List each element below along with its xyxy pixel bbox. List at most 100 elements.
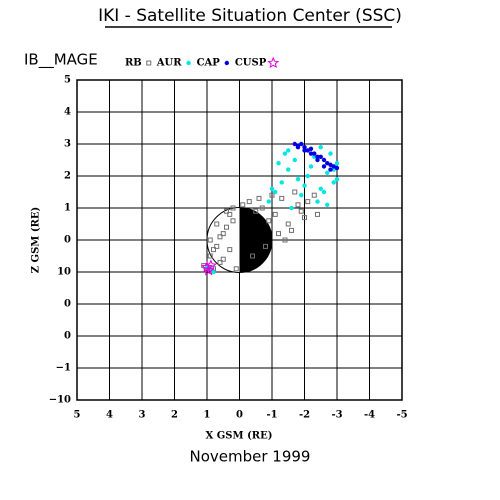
data-point <box>311 192 317 198</box>
data-point <box>308 164 314 169</box>
data-point <box>315 157 320 163</box>
subtitle: IB__MAGE <box>24 51 98 70</box>
data-point <box>214 221 220 227</box>
x-tick-label: 3 <box>139 410 146 421</box>
y-tick-label: 5 <box>64 75 71 86</box>
data-point <box>302 145 307 150</box>
data-point <box>328 151 333 156</box>
data-point <box>334 165 340 171</box>
legend-label: RB <box>125 58 142 69</box>
data-point <box>279 180 284 185</box>
data-point <box>233 266 239 272</box>
data-point <box>279 195 285 201</box>
legend-label: AUR <box>156 58 182 69</box>
data-point <box>217 234 223 240</box>
data-point <box>315 199 320 204</box>
data-point <box>299 141 304 147</box>
data-point <box>286 167 291 172</box>
data-point <box>269 186 275 191</box>
data-point <box>331 164 336 169</box>
data-point <box>321 157 327 163</box>
data-point <box>295 202 301 208</box>
x-tick-label: 4 <box>106 410 113 421</box>
data-point <box>204 259 217 271</box>
data-point <box>220 231 226 237</box>
data-point <box>318 145 323 150</box>
data-point <box>272 211 278 217</box>
data-point <box>211 269 216 275</box>
data-point <box>305 148 310 153</box>
data-point <box>331 167 336 172</box>
data-point <box>292 157 297 163</box>
x-tick-label: 2 <box>171 410 178 421</box>
data-point <box>289 227 294 233</box>
x-tick-label: 0 <box>236 410 243 421</box>
data-point <box>256 195 262 201</box>
x-tick-label: -1 <box>266 410 277 421</box>
y-tick-label: 0 <box>64 299 71 310</box>
data-point <box>305 173 310 179</box>
data-point <box>328 162 333 167</box>
data-point <box>224 224 229 230</box>
x-tick-label: -4 <box>364 410 375 421</box>
data-point <box>224 208 229 214</box>
data-point <box>259 205 265 211</box>
data-point <box>331 180 336 185</box>
data-point <box>321 164 327 169</box>
data-point <box>325 161 330 166</box>
data-point <box>321 189 327 195</box>
x-tick-label: 5 <box>74 410 81 421</box>
data-point <box>246 199 252 205</box>
data-point <box>227 211 233 217</box>
y-tick-label: 0 <box>64 331 71 342</box>
x-axis-label: X GSM (RE) <box>206 431 273 442</box>
y-axis-label: Z GSM (RE) <box>31 207 42 274</box>
data-point <box>211 247 216 253</box>
x-tick-label: -5 <box>396 410 407 421</box>
legend-marker <box>224 60 230 66</box>
data-point <box>318 186 323 191</box>
data-point <box>305 199 311 205</box>
data-point <box>318 154 323 159</box>
x-tick-label: 1 <box>204 410 211 421</box>
data-point <box>289 205 294 211</box>
data-point <box>266 199 271 204</box>
legend-label: CAP <box>197 58 221 69</box>
y-tick-label: 3 <box>64 139 71 150</box>
legend-marker <box>267 56 280 69</box>
y-tick-label: 0 <box>64 235 71 246</box>
data-point <box>217 259 223 265</box>
data-point <box>227 247 233 253</box>
data-point <box>315 154 320 159</box>
data-point <box>325 170 330 175</box>
footer-date: November 1999 <box>190 448 311 466</box>
data-point <box>328 167 333 172</box>
data-point <box>334 161 340 166</box>
data-point <box>266 218 272 224</box>
data-point <box>298 208 304 214</box>
data-point <box>200 260 214 273</box>
x-tick-label: -2 <box>299 410 310 421</box>
data-point <box>302 148 307 153</box>
page-title: IKI - Satellite Situation Center (SSC) <box>98 6 402 26</box>
y-tick-label: −1 <box>56 363 71 374</box>
data-point <box>250 253 255 259</box>
data-point <box>253 208 259 214</box>
data-point <box>207 253 213 259</box>
data-point <box>207 237 213 243</box>
legend-marker <box>186 60 191 66</box>
y-tick-label: −10 <box>49 395 71 406</box>
data-point <box>292 141 297 147</box>
data-point <box>276 161 281 166</box>
data-point <box>302 215 307 221</box>
data-point <box>240 202 246 208</box>
data-point <box>214 243 220 249</box>
y-tick-label: 10 <box>57 267 71 278</box>
data-point <box>308 151 314 156</box>
plot-frame <box>76 79 403 401</box>
y-tick-label: 2 <box>64 171 71 182</box>
data-point <box>220 256 226 262</box>
data-point <box>282 237 288 243</box>
data-point <box>230 218 236 224</box>
